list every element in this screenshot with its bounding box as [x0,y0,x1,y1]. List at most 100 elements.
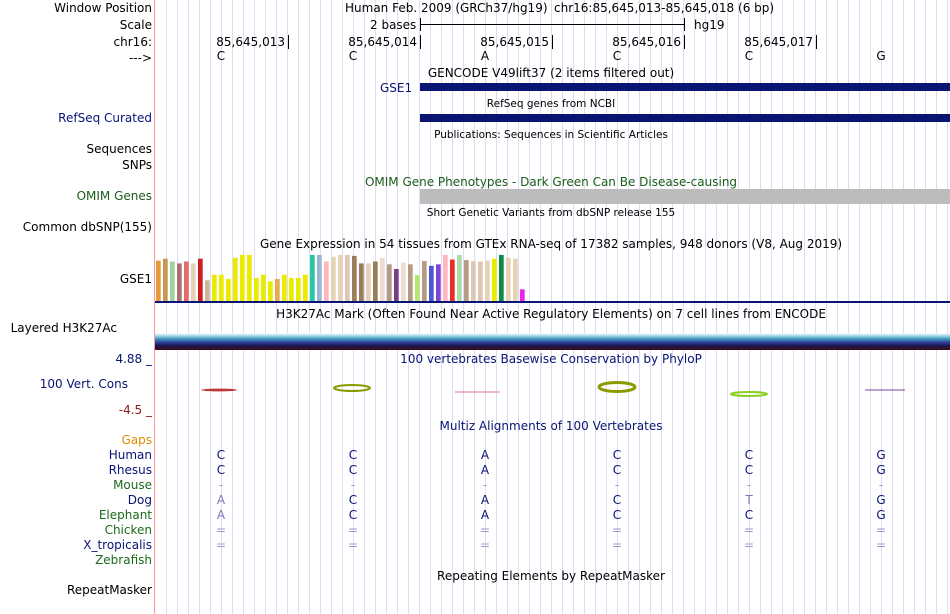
repeatmasker-track-title[interactable]: Repeating Elements by RepeatMasker [437,569,665,583]
alignment-base: = [875,523,887,537]
gencode-gene-label[interactable]: GSE1 [380,81,413,95]
h3k27ac-track-label[interactable]: Layered H3K27Ac [10,321,117,335]
gtex-tissue-bar[interactable] [219,274,224,301]
gridline [705,0,706,614]
phylop-signal[interactable] [155,376,950,398]
repeatmasker-track-label[interactable]: RepeatMasker [66,583,152,597]
gtex-tissue-bar[interactable] [261,274,266,301]
gtex-tissue-bar[interactable] [268,281,273,301]
gtex-tissue-bar[interactable] [352,255,357,301]
gtex-tissue-bar[interactable] [499,254,504,301]
strand-label: ---> [128,51,152,65]
gridline [309,0,310,614]
gtex-tissue-bar[interactable] [338,254,343,301]
gencode-gene-bar[interactable] [420,83,950,91]
gtex-tissue-bar[interactable] [443,254,448,301]
gtex-tissue-bar[interactable] [170,261,175,302]
gtex-tissue-bar[interactable] [359,263,364,301]
gtex-tissue-bar[interactable] [492,258,497,301]
species-label[interactable]: Rhesus [108,463,152,477]
gtex-tissue-bar[interactable] [226,278,231,301]
species-label[interactable]: Dog [127,493,152,507]
gtex-tissue-bar[interactable] [380,257,385,301]
species-label[interactable]: Human [108,448,152,462]
gtex-bar-chart[interactable] [155,254,535,301]
gtex-tissue-bar[interactable] [212,274,217,301]
dbsnp-track-label[interactable]: Common dbSNP(155) [22,220,152,234]
gtex-tissue-bar[interactable] [485,260,490,301]
gridline [177,0,178,614]
gtex-tissue-bar[interactable] [282,274,287,301]
gtex-tissue-bar[interactable] [345,254,350,301]
multiz-track-title[interactable]: Multiz Alignments of 100 Vertebrates [439,419,663,433]
gridline [254,0,255,614]
gtex-tissue-bar[interactable] [275,278,280,301]
gtex-tissue-bar[interactable] [471,261,476,301]
gtex-track-label[interactable]: GSE1 [119,272,152,286]
gtex-tissue-bar[interactable] [296,278,301,301]
species-label[interactable]: Chicken [104,523,152,537]
alignment-base: = [743,523,755,537]
gtex-tissue-bar[interactable] [198,258,203,301]
gtex-tissue-bar[interactable] [373,261,378,302]
gtex-tissue-bar[interactable] [156,260,161,301]
phylop-track-title[interactable]: 100 vertebrates Basewise Conservation by… [400,352,702,366]
publications-track-label[interactable]: Sequences [86,142,152,156]
publications-track-title[interactable]: Publications: Sequences in Scientific Ar… [434,129,668,141]
omim-track-label[interactable]: OMIM Genes [76,189,152,203]
gridline [243,0,244,614]
gtex-tissue-bar[interactable] [415,275,420,301]
gtex-tissue-bar[interactable] [429,265,434,301]
gtex-tissue-bar[interactable] [387,264,392,301]
phylop-track-label[interactable]: 100 Vert. Cons [39,377,128,391]
species-label[interactable]: Elephant [98,508,152,522]
species-label[interactable]: Mouse [113,478,152,492]
gtex-tissue-bar[interactable] [233,257,238,301]
gtex-tissue-bar[interactable] [513,258,518,301]
gtex-tissue-bar[interactable] [401,262,406,302]
refseq-track-label[interactable]: RefSeq Curated [58,111,152,125]
omim-track-title[interactable]: OMIM Gene Phenotypes - Dark Green Can Be… [364,175,738,189]
gtex-tissue-bar[interactable] [331,256,336,301]
gtex-track-title[interactable]: Gene Expression in 54 tissues from GTEx … [259,237,843,251]
gtex-tissue-bar[interactable] [289,278,294,301]
h3k27ac-track-title[interactable]: H3K27Ac Mark (Often Found Near Active Re… [276,307,826,321]
gtex-tissue-bar[interactable] [436,264,441,301]
gtex-tissue-bar[interactable] [457,254,462,301]
gridline [826,0,827,614]
gtex-tissue-bar[interactable] [247,254,252,301]
refseq-gene-bar[interactable] [420,114,950,122]
chromosome-label: chr16: [113,35,152,49]
gtex-tissue-bar[interactable] [303,274,308,301]
gtex-tissue-bar[interactable] [310,254,315,301]
gtex-tissue-bar[interactable] [366,263,371,301]
gencode-track-title[interactable]: GENCODE V49lift37 (2 items filtered out) [427,66,675,80]
dbsnp-track-title[interactable]: Short Genetic Variants from dbSNP releas… [426,207,676,219]
gtex-tissue-bar[interactable] [506,257,511,301]
gtex-tissue-bar[interactable] [184,261,189,302]
gtex-tissue-bar[interactable] [317,254,322,301]
gtex-tissue-bar[interactable] [205,280,210,301]
gtex-tissue-bar[interactable] [177,263,182,301]
gtex-tissue-bar[interactable] [163,258,168,301]
h3k27ac-signal[interactable] [155,333,950,350]
gtex-tissue-bar[interactable] [450,259,455,301]
gtex-tissue-bar[interactable] [408,264,413,301]
track-area[interactable]: Human Feb. 2009 (GRCh37/hg19) chr16:85,6… [155,0,950,614]
gtex-tissue-bar[interactable] [394,269,399,301]
gtex-tissue-bar[interactable] [422,261,427,301]
gtex-tissue-bar[interactable] [520,289,525,301]
gridline [441,0,442,614]
gtex-tissue-bar[interactable] [240,254,245,301]
gtex-tissue-bar[interactable] [478,261,483,302]
species-label[interactable]: X_tropicalis [83,538,152,552]
gtex-tissue-bar[interactable] [254,278,259,301]
gtex-tissue-bar[interactable] [324,261,329,302]
omim-gene-bar[interactable] [420,189,950,204]
snps-track-label[interactable]: SNPs [122,158,152,172]
gtex-tissue-bar[interactable] [191,263,196,301]
phylop-max-label: 4.88 _ [115,352,152,366]
species-label[interactable]: Zebrafish [95,553,152,567]
refseq-track-title[interactable]: RefSeq genes from NCBI [486,98,616,110]
gtex-tissue-bar[interactable] [464,260,469,301]
